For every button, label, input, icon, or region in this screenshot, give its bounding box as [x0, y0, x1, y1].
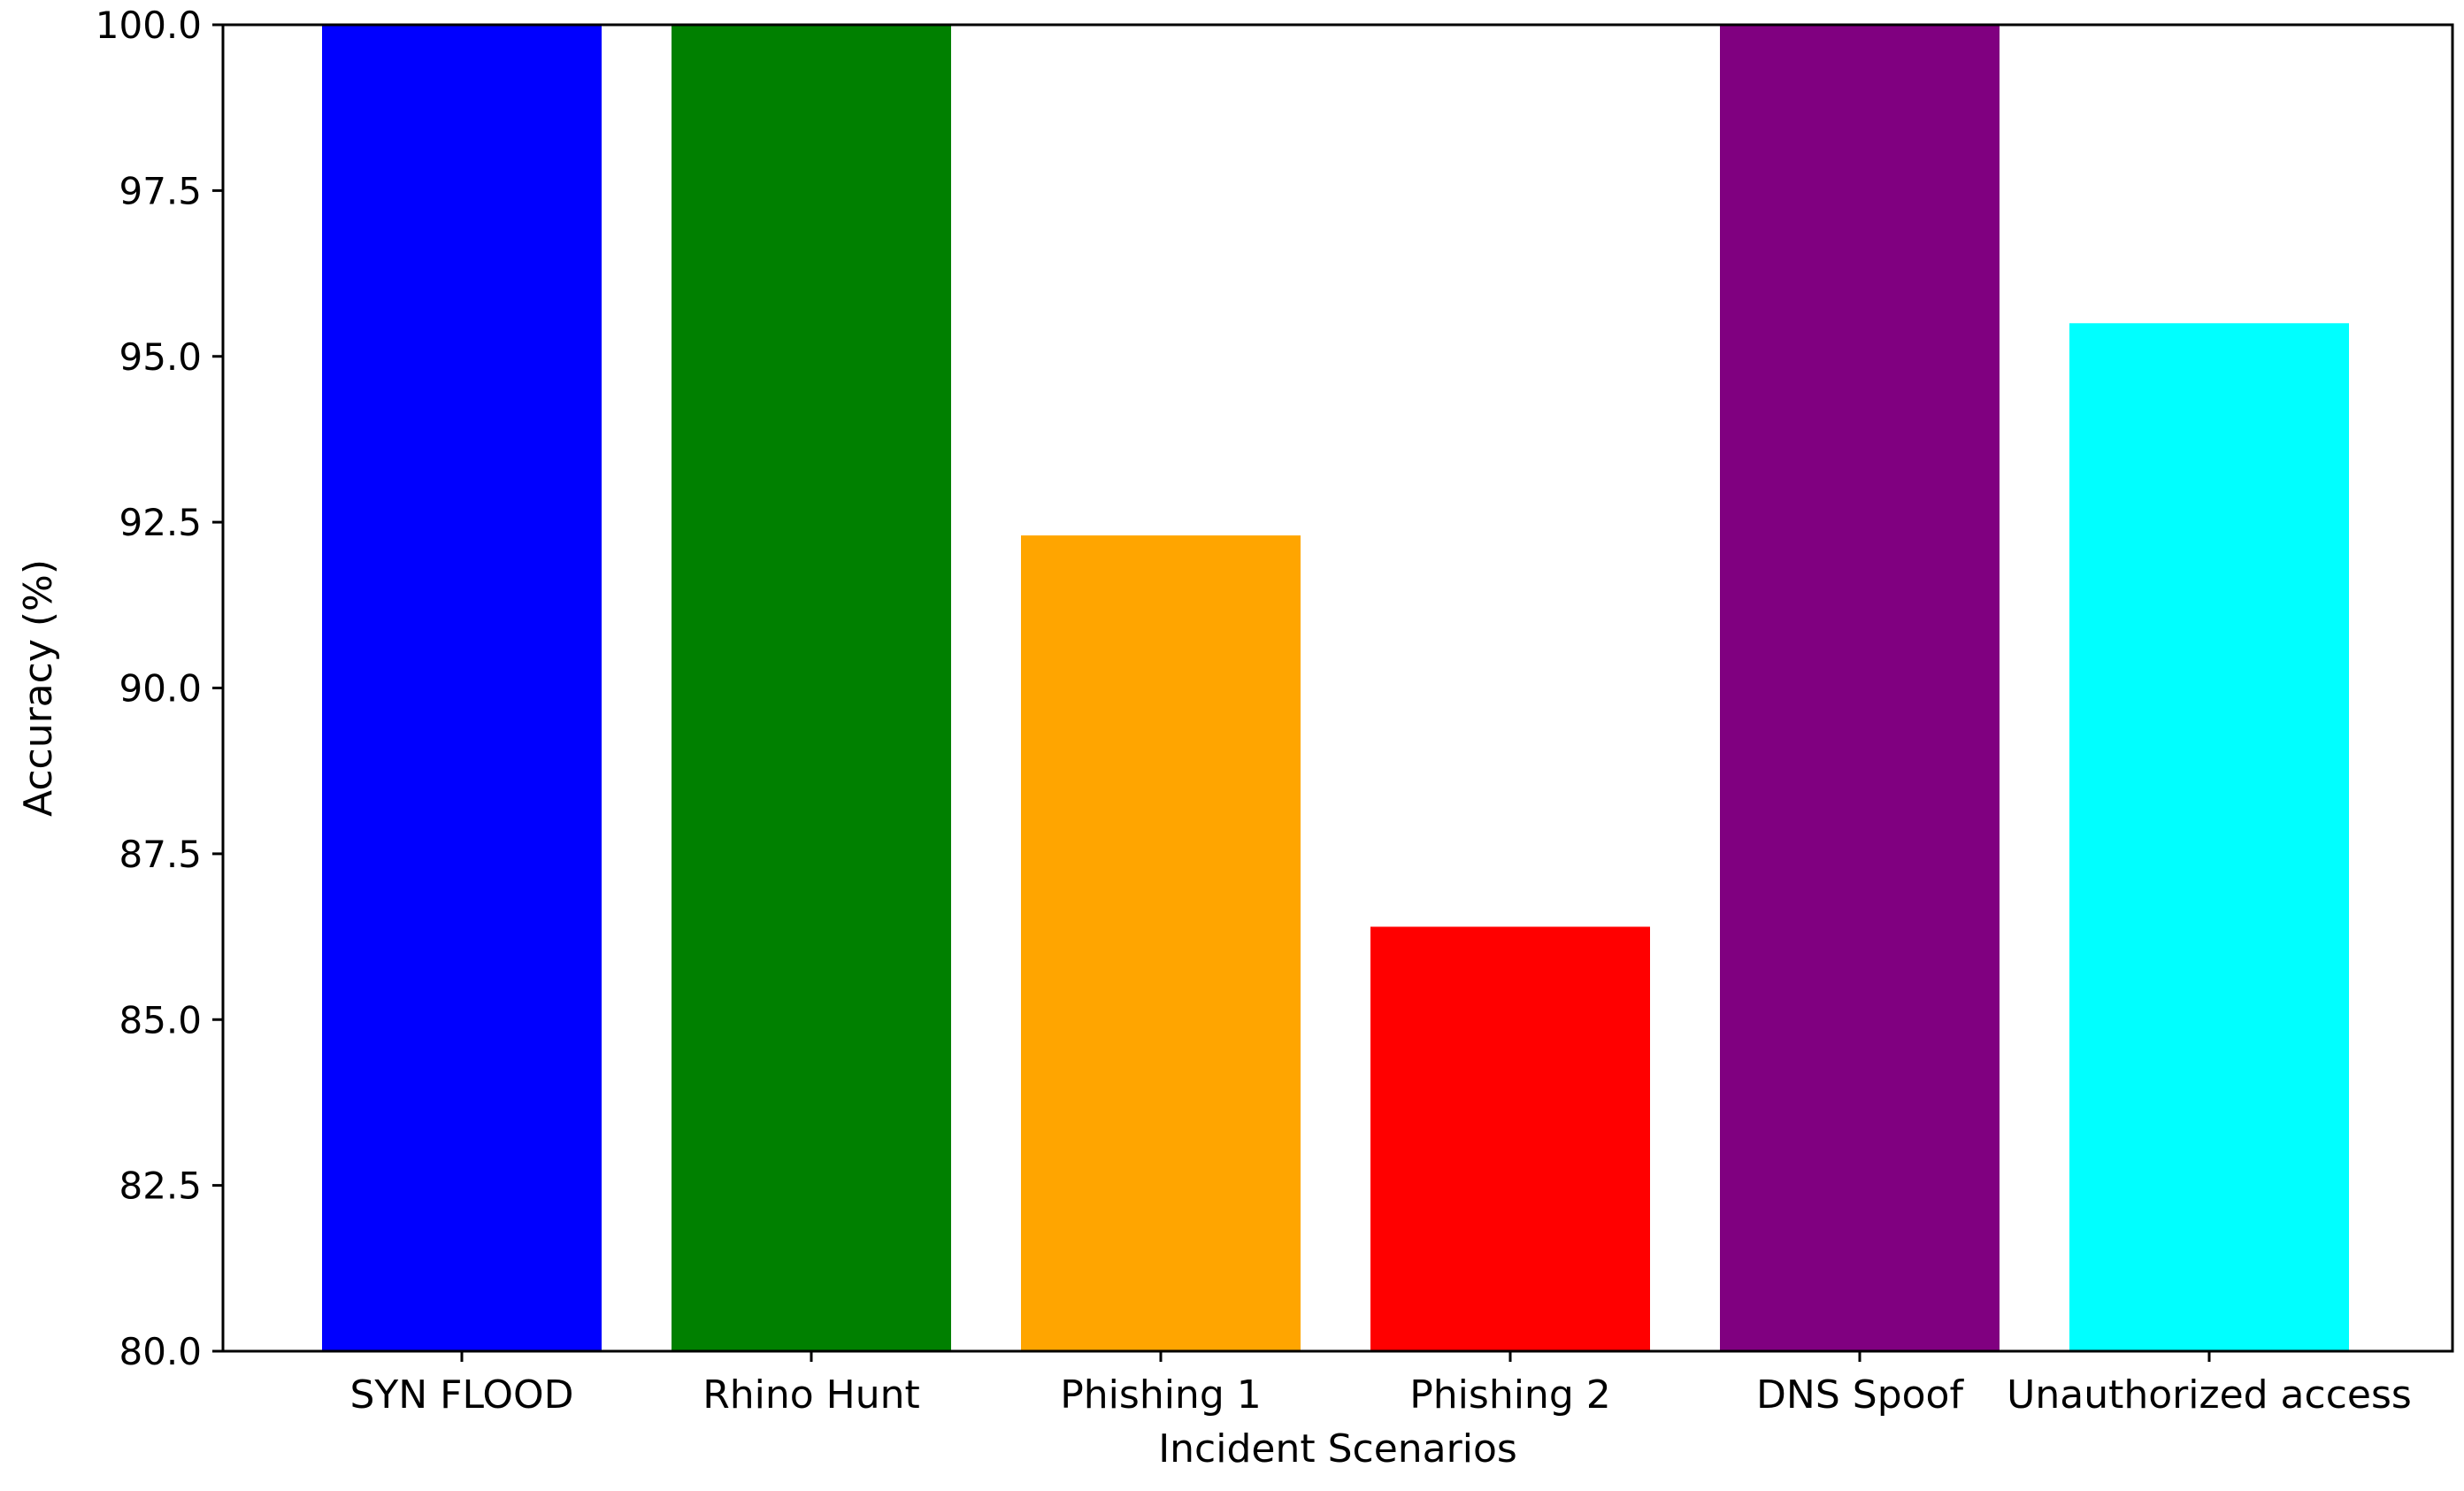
y-tick-label: 92.5: [119, 501, 202, 544]
y-tick-label: 97.5: [119, 169, 202, 212]
bar-syn-flood: [322, 25, 602, 1351]
bar-rhino-hunt: [672, 25, 951, 1351]
x-tick-label: Unauthorized access: [2007, 1372, 2412, 1418]
x-tick-label: DNS Spoof: [1756, 1372, 1964, 1418]
y-tick-label: 90.0: [119, 667, 202, 711]
bar-phishing-2: [1370, 926, 1650, 1351]
x-axis-label: Incident Scenarios: [1158, 1426, 1517, 1472]
y-tick-label: 100.0: [96, 4, 202, 47]
plot-frame: [221, 23, 2454, 1353]
x-tick-label: SYN FLOOD: [349, 1372, 573, 1418]
bar-phishing-1: [1021, 535, 1301, 1351]
bar-unauthorized-access: [2069, 323, 2349, 1351]
y-tick-label: 82.5: [119, 1164, 202, 1208]
x-tick-label: Rhino Hunt: [702, 1372, 920, 1418]
bars-group: [322, 25, 2349, 1351]
y-axis-label: Accuracy (%): [16, 559, 61, 817]
y-tick-label: 87.5: [119, 833, 202, 876]
x-tick-label: Phishing 1: [1060, 1372, 1261, 1418]
y-axis-ticks: 80.0 82.5 85.0 87.5 90.0 92.5 95.0 97.5 100.0: [96, 4, 223, 1373]
x-axis-ticks: SYN FLOOD Rhino Hunt Phishing 1 Phishing 2 D…: [349, 1351, 2412, 1418]
y-tick-label: 95.0: [119, 335, 202, 379]
y-tick-label: 80.0: [119, 1330, 202, 1373]
x-tick-label: Phishing 2: [1409, 1372, 1610, 1418]
bar-dns-spoof: [1720, 25, 2000, 1351]
y-tick-label: 85.0: [119, 998, 202, 1041]
